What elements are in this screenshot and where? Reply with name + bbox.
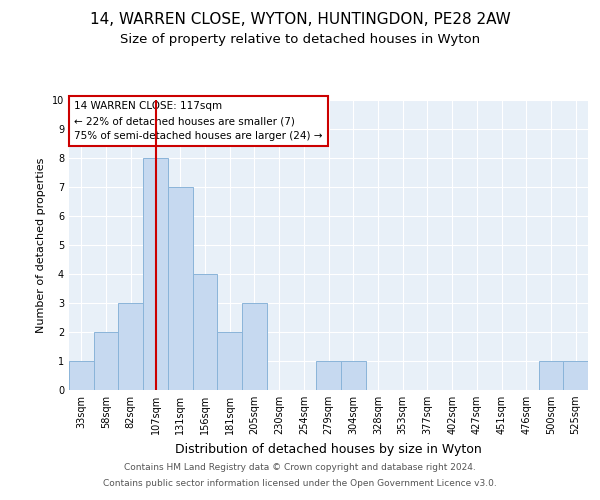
Bar [69,361,94,390]
Text: Contains public sector information licensed under the Open Government Licence v3: Contains public sector information licen… [103,478,497,488]
X-axis label: Distribution of detached houses by size in Wyton: Distribution of detached houses by size … [175,442,482,456]
Bar [539,361,563,390]
Y-axis label: Number of detached properties: Number of detached properties [37,158,46,332]
Bar [118,303,143,390]
Bar [168,187,193,390]
Bar [563,361,588,390]
Bar [242,303,267,390]
Bar [341,361,365,390]
Text: 14 WARREN CLOSE: 117sqm
← 22% of detached houses are smaller (7)
75% of semi-det: 14 WARREN CLOSE: 117sqm ← 22% of detache… [74,102,323,141]
Bar [316,361,341,390]
Bar [94,332,118,390]
Text: Contains HM Land Registry data © Crown copyright and database right 2024.: Contains HM Land Registry data © Crown c… [124,464,476,472]
Text: Size of property relative to detached houses in Wyton: Size of property relative to detached ho… [120,32,480,46]
Bar [193,274,217,390]
Text: 14, WARREN CLOSE, WYTON, HUNTINGDON, PE28 2AW: 14, WARREN CLOSE, WYTON, HUNTINGDON, PE2… [89,12,511,28]
Bar [143,158,168,390]
Bar [217,332,242,390]
